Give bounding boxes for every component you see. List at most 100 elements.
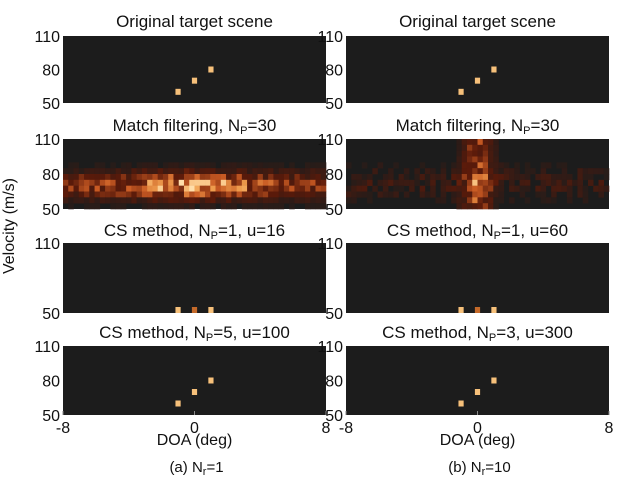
- heat-cell: [356, 191, 363, 198]
- heat-cell: [173, 191, 180, 198]
- heat-cell: [126, 185, 132, 192]
- heat-cell: [215, 191, 222, 198]
- heat-cell: [472, 203, 478, 210]
- heat-cell: [89, 191, 95, 198]
- heat-cell: [304, 197, 311, 204]
- y-tick-label: 80: [42, 374, 60, 391]
- heat-cell: [183, 179, 190, 186]
- heat-cell: [294, 179, 300, 186]
- heat-cell: [152, 185, 158, 192]
- heat-cell: [346, 162, 352, 169]
- heat-cell: [456, 203, 463, 210]
- heat-cell: [398, 179, 405, 186]
- heat-cell: [566, 174, 573, 181]
- heat-cell: [488, 203, 494, 210]
- heat-cell: [278, 179, 285, 186]
- heat-cell: [535, 174, 541, 181]
- heat-cell: [430, 168, 436, 175]
- heat-cell: [367, 197, 373, 204]
- heat-cell: [189, 203, 195, 210]
- heat-cell: [482, 162, 489, 169]
- heat-cell: [456, 139, 463, 146]
- heat-cell: [131, 191, 137, 198]
- heat-cell: [241, 185, 248, 192]
- heat-cell: [78, 185, 85, 192]
- target-point: [175, 88, 181, 95]
- heat-cell: [488, 191, 494, 198]
- heat-cell: [94, 197, 101, 204]
- heat-cell: [456, 174, 463, 181]
- heat-cell: [262, 191, 269, 198]
- heat-cell: [456, 162, 463, 169]
- heat-cell: [247, 191, 253, 198]
- heat-cell: [120, 203, 127, 210]
- heat-cell: [509, 197, 515, 204]
- heat-cell: [162, 203, 169, 210]
- heat-cell: [236, 185, 243, 192]
- heat-cell: [268, 185, 274, 192]
- heat-cell: [540, 168, 547, 175]
- heat-cell: [236, 179, 243, 186]
- heat-cell: [304, 162, 311, 169]
- heat-cell: [403, 168, 410, 175]
- heat-cell: [472, 162, 478, 169]
- heat-cell: [519, 185, 526, 192]
- heat-cell: [482, 197, 489, 204]
- heat-cell: [514, 162, 520, 169]
- heat-cell: [110, 174, 116, 181]
- heat-cell: [461, 139, 468, 146]
- heat-cell: [456, 179, 463, 186]
- heat-cell: [382, 185, 389, 192]
- panel-background: [63, 346, 326, 415]
- heat-cell: [162, 162, 169, 169]
- heat-cell: [382, 174, 389, 181]
- heat-cell: [472, 197, 478, 204]
- heat-cell: [189, 174, 195, 181]
- target-point: [491, 66, 497, 73]
- heat-cell: [252, 197, 258, 204]
- heat-cell: [289, 162, 295, 169]
- heat-cell: [493, 139, 499, 146]
- heat-cell: [236, 168, 243, 175]
- x-tick-label: 0: [190, 420, 199, 437]
- heat-cell: [178, 168, 185, 175]
- heat-cell: [466, 162, 473, 169]
- heat-cell: [194, 185, 201, 192]
- heat-cell: [73, 174, 80, 181]
- heat-cell: [361, 185, 368, 192]
- heat-cell: [268, 179, 274, 186]
- target-point: [175, 307, 181, 313]
- heat-cell: [226, 162, 232, 169]
- heat-cell: [126, 162, 132, 169]
- heat-cell: [367, 174, 373, 181]
- heat-cell: [472, 144, 478, 151]
- heat-cell: [278, 197, 285, 204]
- heat-cell: [315, 162, 322, 169]
- heat-cell: [561, 162, 568, 169]
- heat-cell: [273, 185, 279, 192]
- heat-cell: [315, 179, 322, 186]
- target-point: [191, 389, 198, 395]
- y-tick-label: 110: [317, 236, 343, 253]
- heat-cell: [73, 162, 80, 169]
- heat-cell: [514, 174, 520, 181]
- heat-cell: [126, 174, 132, 181]
- heat-cell: [152, 191, 158, 198]
- heat-cell: [152, 174, 158, 181]
- heat-cell: [168, 191, 174, 198]
- heat-cell: [183, 185, 190, 192]
- heat-cell: [168, 185, 174, 192]
- y-tick-label: 80: [42, 167, 60, 184]
- heat-cell: [361, 179, 368, 186]
- heat-cell: [320, 185, 327, 192]
- target-point: [208, 377, 214, 384]
- heat-cell: [231, 203, 237, 210]
- heat-cell: [540, 179, 547, 186]
- heat-cell: [68, 162, 74, 169]
- heat-cell: [561, 179, 568, 186]
- heat-cell: [99, 197, 106, 204]
- heat-cell: [268, 174, 274, 181]
- heat-cell: [461, 197, 468, 204]
- heat-cell: [382, 179, 389, 186]
- heat-cell: [440, 168, 447, 175]
